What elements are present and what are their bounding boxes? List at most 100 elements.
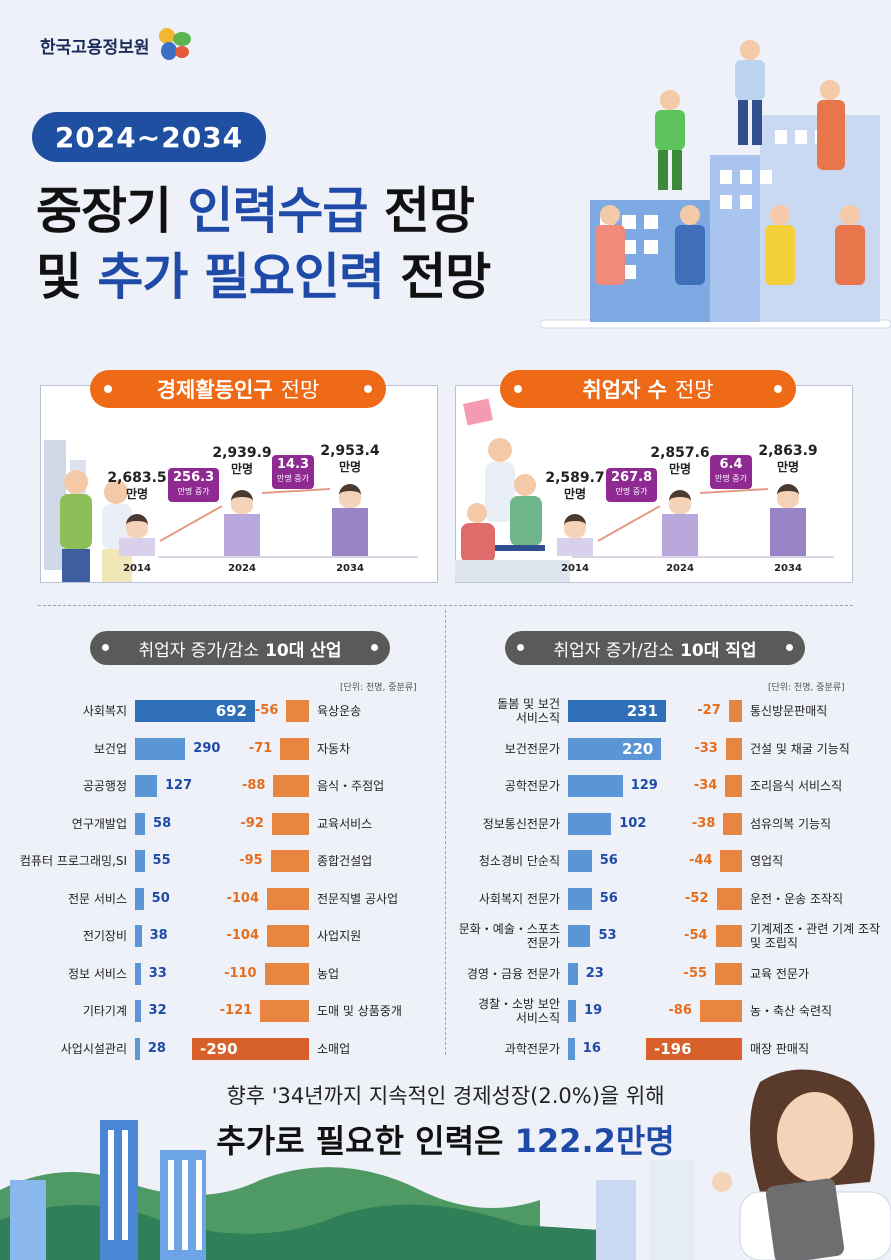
- period-badge: 2024~2034: [32, 112, 266, 162]
- increase-bar: [568, 775, 623, 797]
- decrease-bar: [270, 850, 309, 872]
- increase-value: 32: [148, 1003, 167, 1018]
- industry-tag: 취업자 증가/감소 10대 산업: [90, 631, 390, 665]
- panel_left-bar-2034: [332, 508, 368, 556]
- increase-value: 102: [619, 815, 647, 831]
- decrease-value: -92: [240, 815, 264, 831]
- column-divider: [445, 610, 446, 1055]
- panel_right-year-2024: 2024: [666, 563, 694, 574]
- occupation-unit: [단위: 천명, 중분류]: [768, 683, 845, 693]
- panel_right-bar-2024: [662, 514, 698, 556]
- decrease-label: 통신방문판매직: [750, 704, 828, 718]
- decrease-bar: [723, 812, 742, 835]
- decrease-bar: [192, 1037, 309, 1060]
- panel_right-increment-1: 6.4 만명 증가: [710, 455, 752, 489]
- panel_right-increment-0: 267.8 만명 증가: [606, 468, 658, 502]
- increase-bar: [568, 812, 612, 835]
- panel_left-year-2034: 2034: [336, 563, 364, 574]
- increase-bar: [568, 700, 666, 722]
- increase-bar: [135, 737, 186, 760]
- decrease-value: -121: [219, 1003, 253, 1018]
- decrease-label: 사업지원: [317, 929, 362, 943]
- person-icon: [231, 490, 253, 514]
- decrease-bar: [286, 700, 309, 722]
- increase-label: 기타기계: [82, 1004, 127, 1018]
- increase-label: 보건전문가: [504, 741, 560, 756]
- org-logo: 한국고용정보원: [40, 28, 195, 62]
- increase-bar: [568, 1037, 575, 1060]
- decrease-value: -54: [684, 928, 708, 943]
- increase-label: 공학전문가: [504, 779, 560, 793]
- increase-bar: [568, 1000, 577, 1022]
- panel_right-value-2024: 2,857.6 만명: [650, 445, 710, 476]
- increase-label: 사회복지 전문가: [478, 891, 560, 906]
- increase-label: 경찰・소방 보안 서비스직: [477, 997, 560, 1025]
- increase-bar: [135, 962, 141, 985]
- increase-value: 692: [215, 702, 247, 720]
- increase-label: 사업시설관리: [60, 1041, 127, 1056]
- decrease-label: 육상운송: [317, 704, 362, 718]
- increase-value: 58: [153, 815, 172, 831]
- decrease-label: 섬유의복 기능직: [750, 816, 832, 831]
- footer-subtitle: 향후 '34년까지 지속적인 경제성장(2.0%)을 위해: [226, 1084, 665, 1108]
- panel_right-value-2014: 2,589.7 만명: [545, 470, 605, 501]
- increase-value: 55: [152, 853, 171, 868]
- increase-label: 컴퓨터 프로그래밍,SI: [19, 854, 127, 868]
- panel_left-increment-1: 14.3 만명 증가: [272, 455, 315, 489]
- increase-label: 문화・예술・스포츠 전문가: [458, 922, 560, 950]
- decrease-value: -56: [254, 703, 279, 718]
- increase-bar: [135, 775, 158, 797]
- decrease-bar: [728, 700, 742, 722]
- decrease-bar: [725, 737, 742, 760]
- person-icon: [339, 484, 361, 508]
- decrease-bar: [267, 925, 309, 947]
- increase-value: 231: [626, 702, 658, 720]
- decrease-label: 교육서비스: [317, 816, 373, 831]
- occupation-tag: 취업자 증가/감소 10대 직업: [505, 631, 805, 665]
- increase-value: 53: [598, 928, 617, 943]
- person-icon: [126, 514, 148, 538]
- decrease-label: 전문직별 공사업: [317, 891, 399, 906]
- decrease-label: 건설 및 채굴 기능직: [750, 741, 850, 756]
- employed-tag: 취업자 수 전망: [500, 370, 796, 408]
- decrease-bar: [715, 925, 742, 947]
- decrease-value: -38: [691, 815, 716, 831]
- increase-bar: [568, 962, 578, 985]
- page-title: 중장기 인력수급 전망 및 추가 필요인력 전망: [36, 182, 491, 306]
- decrease-value: -104: [226, 928, 260, 943]
- increase-bar: [568, 925, 591, 947]
- increase-value: 28: [147, 1040, 166, 1056]
- decrease-value: -290: [200, 1039, 238, 1058]
- decrease-bar: [715, 962, 742, 985]
- increase-value: 129: [630, 778, 658, 793]
- decrease-value: -27: [697, 703, 721, 718]
- increase-value: 50: [151, 890, 170, 906]
- increase-label: 경영・금융 전문가: [466, 966, 560, 981]
- increase-value: 33: [148, 965, 167, 981]
- decrease-label: 자동차: [317, 741, 351, 756]
- increase-label: 정보 서비스: [67, 966, 127, 981]
- decrease-label: 영업직: [750, 854, 784, 868]
- panel_right-year-2014: 2014: [561, 563, 589, 574]
- panel_right-bar-2034: [770, 508, 806, 556]
- decrease-bar: [267, 887, 309, 910]
- decrease-label: 농・축산 숙련직: [750, 1004, 833, 1018]
- decrease-value: -34: [693, 778, 718, 793]
- increase-bar: [568, 887, 592, 910]
- person-icon: [669, 490, 691, 514]
- decrease-label: 운전・운송 조작직: [750, 891, 844, 906]
- decrease-value: -104: [226, 890, 260, 906]
- increase-bar: [135, 925, 142, 947]
- footer-headline: 추가로 필요한 인력은 122.2만명: [216, 1122, 675, 1160]
- person-icon: [564, 514, 586, 538]
- industry-unit: [단위: 천명, 중분류]: [340, 683, 417, 693]
- increase-bar: [135, 887, 144, 910]
- panel_left-value-2024: 2,939.9 만명: [212, 445, 272, 476]
- person-icon: [777, 484, 799, 508]
- decrease-value: -196: [654, 1039, 692, 1058]
- increase-label: 돌봄 및 보건 서비스직: [497, 697, 560, 725]
- woman-tablet-illustration: [712, 1069, 891, 1260]
- increase-label: 과학전문가: [504, 1041, 560, 1056]
- increase-label: 정보통신전문가: [482, 816, 560, 831]
- decrease-bar: [720, 850, 742, 872]
